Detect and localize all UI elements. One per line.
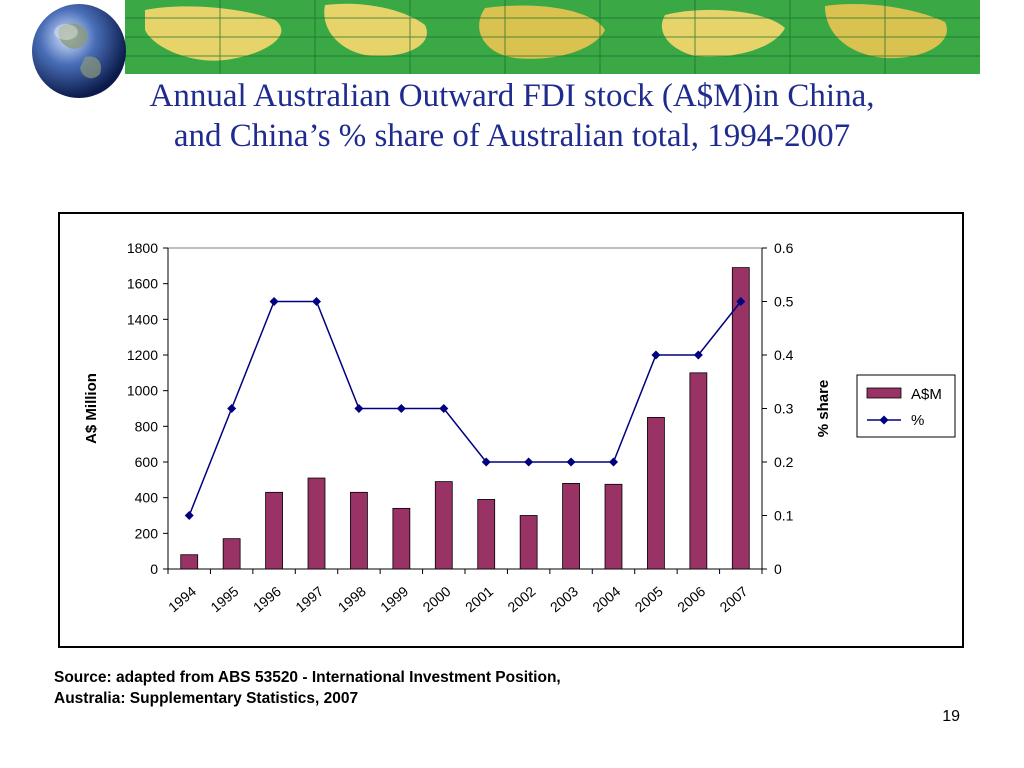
y-axis-title: A$ Million [83,373,100,444]
share-line [188,300,742,516]
y-tick-label: 1600 [127,276,158,292]
source-note: Source: adapted from ABS 53520 - Interna… [54,667,754,709]
x-tick-label: 2005 [632,583,666,615]
share-point-2006 [693,350,703,360]
legend-label-line: % [911,412,924,429]
globe-icon [30,2,128,100]
x-tick-label: 1999 [377,583,411,615]
legend-swatch-marker [879,415,889,425]
share-point-2004 [609,457,618,467]
bar-1994 [180,554,199,570]
legend-swatch-bar [866,387,902,399]
x-tick-label: 2006 [674,583,708,615]
y2-tick-label: 0.4 [774,347,794,363]
title-line-2: and China’s % share of Australian total,… [173,118,851,154]
share-point-1994 [184,511,194,520]
source-line-2: Australia: Supplementary Statistics, 200… [54,690,359,707]
bar-2003 [562,482,580,570]
bar-2002 [519,515,538,570]
y2-axis-title: % share [815,380,832,438]
bar-2001 [477,499,496,570]
x-tick-label: 2003 [547,583,581,615]
share-point-1999 [396,404,406,413]
x-tick-label: 2007 [717,583,751,615]
legend-box [856,374,956,438]
bar-2005 [647,417,665,570]
map-banner [125,0,980,74]
bar-1998 [350,491,368,570]
y2-tick-label: 0.5 [774,294,794,310]
x-tick-label: 2001 [462,583,496,615]
x-tick-label: 2004 [589,583,623,615]
y-tick-label: 600 [135,454,159,470]
bar-1996 [265,491,283,570]
x-tick-label: 1998 [335,583,369,615]
y2-tick-label: 0 [774,561,782,577]
y-tick-label: 800 [135,418,159,434]
share-point-1995 [227,404,237,413]
bar-2004 [604,483,623,570]
y2-tick-label: 0.2 [774,454,794,470]
share-point-2001 [481,457,491,467]
bar-2000 [434,481,453,570]
share-point-2000 [439,404,449,413]
y-tick-label: 1800 [127,240,158,256]
y-tick-label: 1400 [127,311,158,327]
x-tick-label: 1994 [165,583,199,615]
y-tick-label: 400 [135,490,159,506]
bar-2007 [731,267,750,570]
share-point-2005 [651,350,661,360]
y-tick-label: 0 [150,561,158,577]
share-point-1998 [354,404,364,413]
combo-chart: 0 200 400 600 800 1000 1200 1400 1600 1800 0 0.1 0.2… [83,240,956,615]
bar-1995 [222,538,241,570]
share-point-2003 [566,457,576,467]
x-tick-label: 2000 [420,583,454,615]
y-tick-label: 200 [135,525,159,541]
page-number: 19 [942,708,960,725]
y-tick-label: 1200 [127,347,158,363]
x-tick-label: 1996 [250,583,284,615]
share-point-1997 [312,297,321,306]
bar-1999 [392,507,411,570]
x-tick-label: 2002 [504,583,538,615]
chart-frame: 0 200 400 600 800 1000 1200 1400 1600 1800 0 0.1 0.2… [58,212,964,648]
y-tick-label: 1000 [127,383,158,399]
x-tick-label: 1995 [207,583,241,615]
share-point-2002 [524,457,534,467]
x-tick-label: 1997 [292,583,326,615]
share-point-2007 [736,297,746,306]
slide-title: Annual Australian Outward FDI stock (A$M… [40,76,984,156]
legend-label-bar: A$M [911,386,942,403]
y2-tick-label: 0.1 [774,508,794,524]
y2-tick-label: 0.6 [774,240,794,256]
y2-tick-label: 0.3 [774,401,794,417]
title-line-1: Annual Australian Outward FDI stock (A$M… [149,78,875,114]
bar-2006 [689,372,708,570]
bar-1997 [307,477,326,570]
share-point-1996 [269,297,279,306]
source-line-1: Source: adapted from ABS 53520 - Interna… [54,669,561,686]
